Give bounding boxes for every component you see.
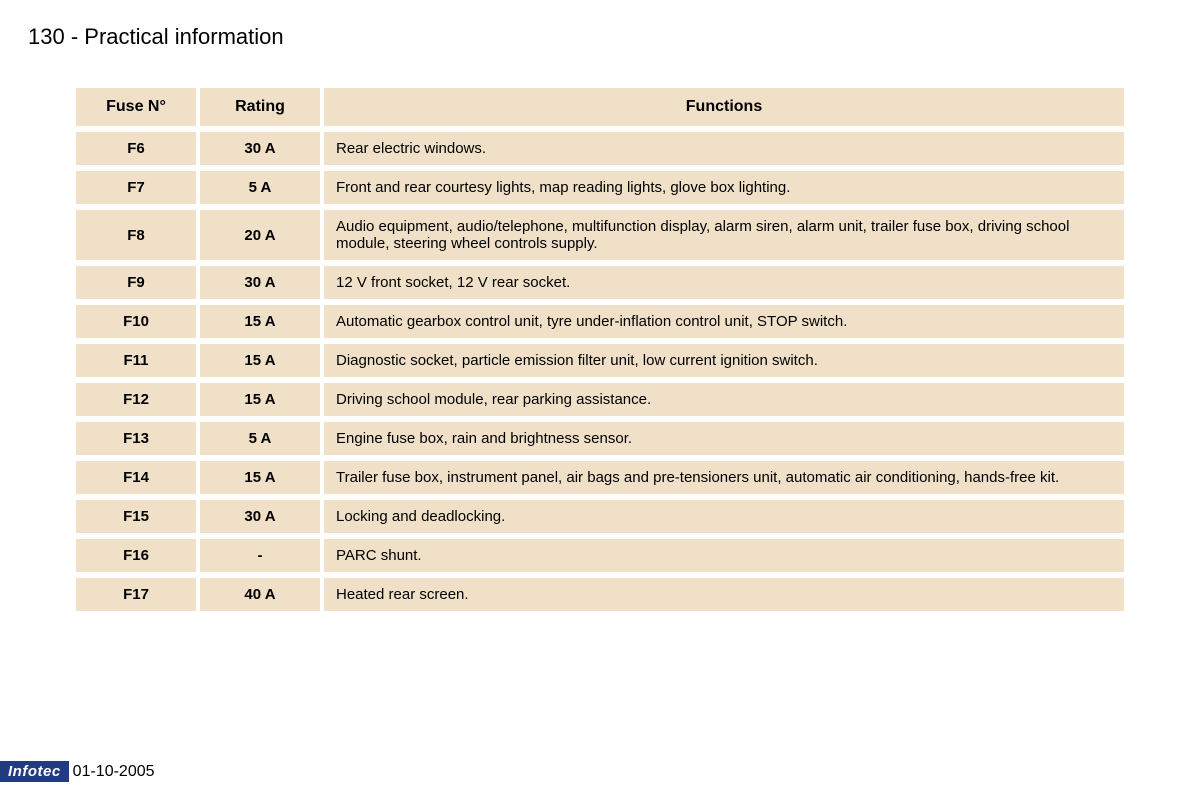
table-row: F10 15 A Automatic gearbox control unit,… <box>76 305 1124 338</box>
page-header: 130 - Practical information <box>0 0 1200 50</box>
cell-rating: 5 A <box>200 171 320 204</box>
cell-rating: 40 A <box>200 578 320 611</box>
cell-function: 12 V front socket, 12 V rear socket. <box>324 266 1124 299</box>
cell-fuse: F13 <box>76 422 196 455</box>
cell-fuse: F17 <box>76 578 196 611</box>
cell-function: Automatic gearbox control unit, tyre und… <box>324 305 1124 338</box>
cell-rating: 15 A <box>200 461 320 494</box>
cell-rating: 20 A <box>200 210 320 260</box>
cell-rating: 15 A <box>200 383 320 416</box>
table-row: F11 15 A Diagnostic socket, particle emi… <box>76 344 1124 377</box>
cell-function: Front and rear courtesy lights, map read… <box>324 171 1124 204</box>
cell-function: PARC shunt. <box>324 539 1124 572</box>
col-header-function: Functions <box>324 88 1124 126</box>
table-row: F6 30 A Rear electric windows. <box>76 132 1124 165</box>
table-row: F8 20 A Audio equipment, audio/telephone… <box>76 210 1124 260</box>
cell-function: Heated rear screen. <box>324 578 1124 611</box>
cell-function: Engine fuse box, rain and brightness sen… <box>324 422 1124 455</box>
fuse-table-container: Fuse N° Rating Functions F6 30 A Rear el… <box>0 50 1200 617</box>
cell-function: Audio equipment, audio/telephone, multif… <box>324 210 1124 260</box>
cell-rating: 5 A <box>200 422 320 455</box>
page-title: Practical information <box>84 24 283 49</box>
table-row: F9 30 A 12 V front socket, 12 V rear soc… <box>76 266 1124 299</box>
table-row: F15 30 A Locking and deadlocking. <box>76 500 1124 533</box>
cell-rating: 30 A <box>200 500 320 533</box>
table-row: F14 15 A Trailer fuse box, instrument pa… <box>76 461 1124 494</box>
footer: Infotec 01-10-2005 <box>0 761 155 782</box>
cell-fuse: F16 <box>76 539 196 572</box>
table-row: F12 15 A Driving school module, rear par… <box>76 383 1124 416</box>
footer-date: 01-10-2005 <box>73 763 155 781</box>
header-separator: - <box>71 24 84 49</box>
cell-function: Diagnostic socket, particle emission fil… <box>324 344 1124 377</box>
cell-fuse: F8 <box>76 210 196 260</box>
cell-function: Rear electric windows. <box>324 132 1124 165</box>
cell-rating: 15 A <box>200 305 320 338</box>
cell-function: Trailer fuse box, instrument panel, air … <box>324 461 1124 494</box>
cell-rating: 15 A <box>200 344 320 377</box>
cell-fuse: F12 <box>76 383 196 416</box>
cell-fuse: F6 <box>76 132 196 165</box>
cell-fuse: F9 <box>76 266 196 299</box>
cell-fuse: F10 <box>76 305 196 338</box>
cell-fuse: F11 <box>76 344 196 377</box>
table-row: F13 5 A Engine fuse box, rain and bright… <box>76 422 1124 455</box>
cell-rating: 30 A <box>200 266 320 299</box>
fuse-table-body: F6 30 A Rear electric windows. F7 5 A Fr… <box>76 132 1124 611</box>
cell-fuse: F14 <box>76 461 196 494</box>
table-row: F7 5 A Front and rear courtesy lights, m… <box>76 171 1124 204</box>
fuse-table: Fuse N° Rating Functions F6 30 A Rear el… <box>72 82 1128 617</box>
cell-rating: - <box>200 539 320 572</box>
footer-logo: Infotec <box>0 761 69 782</box>
cell-fuse: F7 <box>76 171 196 204</box>
table-row: F17 40 A Heated rear screen. <box>76 578 1124 611</box>
cell-function: Driving school module, rear parking assi… <box>324 383 1124 416</box>
col-header-fuse: Fuse N° <box>76 88 196 126</box>
table-header-row: Fuse N° Rating Functions <box>76 88 1124 126</box>
page-number: 130 <box>28 24 65 49</box>
cell-function: Locking and deadlocking. <box>324 500 1124 533</box>
cell-rating: 30 A <box>200 132 320 165</box>
cell-fuse: F15 <box>76 500 196 533</box>
table-row: F16 - PARC shunt. <box>76 539 1124 572</box>
col-header-rating: Rating <box>200 88 320 126</box>
